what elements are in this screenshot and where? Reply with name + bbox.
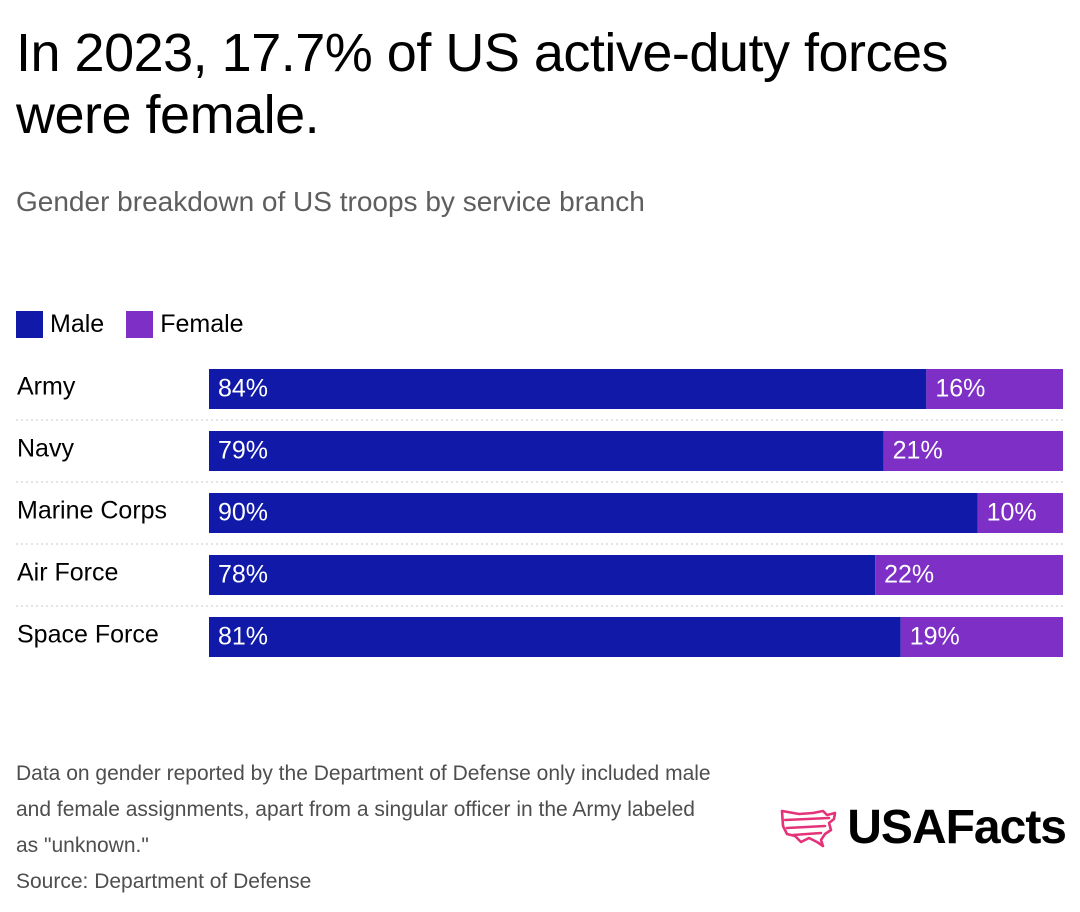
category-label-navy: Navy (17, 435, 74, 463)
category-label-air-force: Air Force (17, 559, 118, 587)
data-label-male-marine-corps: 90% (218, 499, 268, 527)
data-label-female-marine-corps: 10% (987, 499, 1037, 527)
chart-title: In 2023, 17.7% of US active-duty forces … (16, 23, 949, 145)
footnote-text: Data on gender reported by the Departmen… (16, 762, 711, 857)
logo-text: USAFacts (847, 801, 1067, 854)
bar-male-army (209, 369, 927, 409)
legend: Male Female (16, 308, 266, 340)
legend-swatch-female (126, 310, 154, 338)
category-label-space-force: Space Force (17, 621, 159, 649)
legend-label-female: Female (160, 310, 244, 338)
category-label-marine-corps: Marine Corps (17, 497, 167, 525)
bar-male-navy (209, 431, 884, 471)
legend-item-female: Female (126, 308, 244, 340)
data-label-male-space-force: 81% (218, 623, 268, 651)
usafacts-logo: USAFacts (779, 800, 1067, 855)
bar-female-marine-corps (977, 493, 1063, 533)
usa-map-icon (780, 809, 837, 847)
bar-female-army (926, 369, 1063, 409)
stacked-bar-chart: Army 84% 16% Navy 79% 21% Marine Corps 90% 10% Ai… (16, 369, 1063, 657)
bar-female-space-force (900, 617, 1063, 657)
chart-subtitle: Gender breakdown of US troops by service… (16, 186, 645, 217)
legend-label-male: Male (50, 310, 105, 338)
data-label-female-space-force: 19% (910, 623, 960, 651)
bar-male-marine-corps (209, 493, 978, 533)
data-label-male-navy: 79% (218, 437, 268, 465)
bar-female-navy (883, 431, 1063, 471)
bar-female-air-force (875, 555, 1063, 595)
data-label-female-navy: 21% (893, 437, 943, 465)
data-label-female-air-force: 22% (884, 561, 934, 589)
legend-swatch-male (16, 310, 43, 338)
source-text: Source: Department of Defense (16, 870, 312, 893)
bar-male-space-force (209, 617, 901, 657)
bar-male-air-force (209, 555, 876, 595)
data-label-male-army: 84% (218, 375, 268, 403)
footnote: Data on gender reported by the Departmen… (16, 756, 716, 900)
legend-item-male: Male (16, 308, 104, 340)
category-label-army: Army (17, 373, 76, 401)
data-label-female-army: 16% (935, 375, 985, 403)
data-label-male-air-force: 78% (218, 561, 268, 589)
